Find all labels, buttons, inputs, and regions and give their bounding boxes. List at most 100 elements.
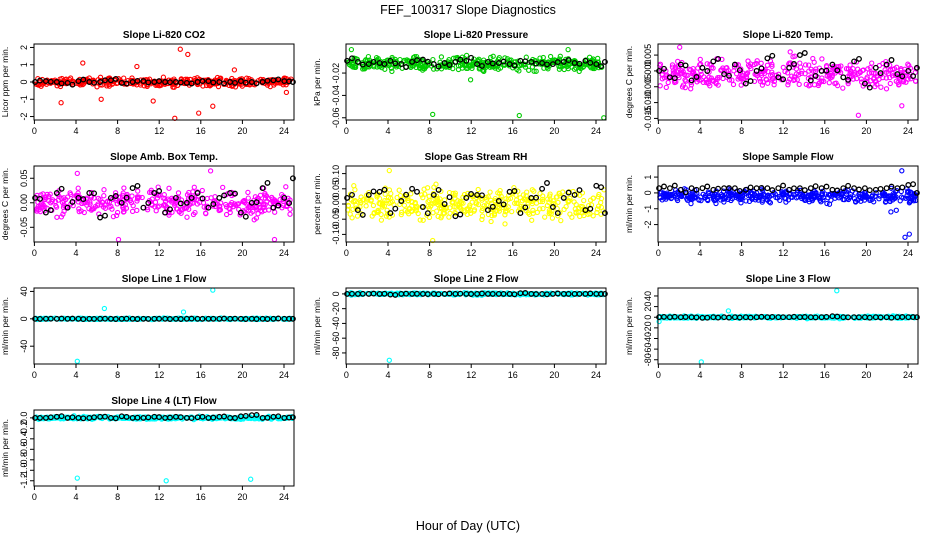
data-point	[669, 64, 676, 70]
panel-4: Slope Amb. Box Temp.0 4 8 12 16 20 24-0.050.00…	[0, 152, 296, 258]
outlier-point	[516, 112, 522, 119]
data-point	[785, 82, 791, 88]
hourly-mean-point	[210, 315, 217, 322]
y-axis-label: percent per min.	[312, 173, 322, 234]
data-point	[230, 203, 237, 210]
data-point	[402, 207, 408, 214]
hourly-mean-point	[457, 290, 464, 297]
outlier-point	[74, 358, 80, 364]
data-point	[840, 85, 846, 91]
hourly-mean-point	[715, 185, 722, 192]
data-point	[162, 195, 168, 202]
data-point	[59, 199, 66, 206]
data-point	[430, 56, 436, 63]
data-point	[194, 81, 201, 88]
hourly-mean-point	[522, 290, 529, 296]
x-tick-label: 0	[344, 126, 349, 136]
data-point	[420, 217, 426, 223]
hourly-mean-point	[162, 209, 169, 216]
x-tick-label: 4	[73, 492, 78, 502]
panel-title: Slope Line 1 Flow	[122, 274, 207, 285]
data-point	[267, 200, 274, 207]
data-point	[435, 213, 441, 220]
hourly-mean-point	[726, 72, 732, 79]
hourly-mean-point	[58, 315, 65, 322]
x-tick-label: 12	[466, 370, 476, 380]
x-tick-label: 12	[778, 126, 788, 136]
data-point	[871, 70, 877, 76]
data-point	[384, 207, 390, 213]
data-point	[809, 197, 815, 204]
data-point	[421, 59, 427, 66]
hourly-mean-point	[194, 190, 201, 196]
series-points	[345, 167, 607, 244]
hourly-mean-point	[58, 185, 65, 192]
hourly-mean-point	[474, 61, 481, 68]
hourly-mean-point	[704, 314, 711, 321]
data-point	[40, 201, 46, 208]
data-point	[838, 191, 844, 198]
hourly-mean-point	[539, 185, 546, 192]
data-point	[816, 314, 822, 321]
hourly-mean-point	[199, 413, 206, 420]
x-tick-label: 12	[778, 370, 788, 380]
data-point	[94, 84, 100, 90]
data-point	[496, 208, 502, 214]
data-point	[682, 77, 688, 83]
data-point	[521, 61, 527, 67]
data-point	[375, 207, 381, 214]
data-point	[802, 62, 809, 68]
hourly-mean-point	[872, 186, 879, 193]
data-point	[550, 198, 556, 204]
data-point	[457, 198, 464, 205]
hourly-mean-point	[544, 61, 550, 68]
hourly-mean-point	[145, 414, 152, 421]
data-point	[659, 197, 665, 203]
data-point	[102, 205, 109, 211]
x-tick-label: 8	[115, 248, 120, 258]
y-axis-label: kPa per min.	[312, 58, 322, 106]
data-point	[859, 195, 865, 202]
data-point	[55, 197, 61, 203]
hourly-mean-point	[403, 191, 410, 198]
outlier-point	[80, 60, 86, 66]
hourly-mean-point	[221, 192, 228, 199]
data-point	[556, 66, 563, 72]
x-tick-label: 12	[154, 370, 164, 380]
hourly-mean-point	[177, 316, 184, 322]
data-point	[434, 196, 440, 202]
data-point	[116, 316, 122, 322]
hourly-mean-point	[829, 61, 836, 68]
series-points	[657, 44, 919, 118]
data-point	[540, 54, 546, 61]
hourly-mean-point	[549, 61, 556, 68]
hourly-mean-point	[42, 209, 49, 216]
data-point	[581, 63, 587, 70]
data-point	[379, 201, 385, 207]
data-point	[388, 65, 394, 71]
data-point	[904, 193, 910, 199]
hourly-mean-point	[376, 188, 383, 195]
data-point	[101, 187, 107, 193]
hourly-mean-point	[656, 185, 663, 192]
hourly-mean-point	[264, 316, 271, 322]
y-tick-label: -0.8	[19, 452, 29, 468]
data-point	[452, 195, 458, 201]
hourly-mean-point	[199, 315, 206, 322]
hourly-mean-point	[861, 80, 868, 87]
data-point	[589, 290, 596, 297]
hourly-mean-point	[539, 60, 546, 66]
plot-frame	[33, 287, 295, 365]
hourly-mean-point	[851, 58, 858, 65]
data-point	[887, 62, 893, 68]
data-point	[700, 79, 706, 86]
data-point	[715, 74, 721, 81]
data-point	[757, 78, 764, 85]
hourly-mean-point	[102, 413, 108, 420]
data-point	[502, 212, 508, 218]
data-point	[488, 218, 494, 225]
hourly-mean-point	[446, 194, 453, 201]
x-tick-label: 24	[591, 248, 601, 258]
data-point	[408, 191, 414, 197]
data-point	[900, 195, 906, 201]
